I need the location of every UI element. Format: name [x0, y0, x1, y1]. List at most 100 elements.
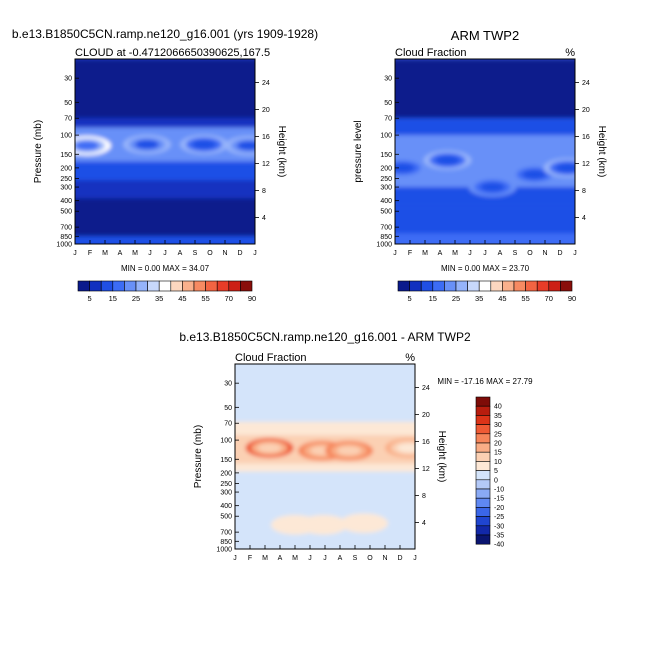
panel-subtitle-right: % — [405, 352, 415, 364]
panel-1: b.e13.B1850C5CN.ramp.ne120_g16.001 (yrs … — [12, 27, 318, 303]
contour-core — [337, 446, 361, 456]
height-tick-label: 16 — [582, 134, 590, 141]
contour-band — [235, 421, 415, 436]
colorbar-label: -40 — [494, 542, 504, 549]
contour-band — [75, 118, 255, 128]
colorbar-swatch — [112, 280, 125, 292]
colorbar-swatch — [170, 280, 183, 292]
colorbar-swatch — [475, 461, 491, 471]
panel-subtitle-left: Cloud Fraction — [395, 47, 467, 59]
contour-field — [75, 59, 255, 244]
contour-core — [311, 520, 336, 530]
contour-field — [235, 364, 415, 549]
panel-title: ARM TWP2 — [451, 28, 519, 43]
contour-bands — [75, 59, 255, 244]
contour-core — [237, 141, 255, 151]
x-tick-label: S — [193, 250, 198, 257]
colorbar-label: -10 — [494, 487, 504, 494]
x-tick-label: S — [513, 250, 518, 257]
colorbar-swatch — [490, 280, 503, 292]
contour-band — [75, 161, 255, 181]
contour-band — [395, 187, 575, 207]
y-tick-label: 200 — [220, 470, 232, 477]
contour-core — [395, 163, 415, 173]
x-tick-label: D — [557, 250, 562, 257]
colorbar-swatch — [475, 405, 491, 416]
x-tick-label: A — [338, 555, 343, 562]
y-tick-label: 300 — [380, 185, 392, 192]
y-tick-label: 70 — [384, 116, 392, 123]
colorbar-swatch — [193, 280, 206, 292]
x-tick-label: M — [102, 250, 108, 257]
x-tick-label: J — [163, 250, 167, 257]
contour-bands — [395, 59, 575, 244]
colorbar-label: 15 — [494, 450, 502, 457]
contour-core — [400, 493, 415, 503]
x-tick-label: M — [422, 250, 428, 257]
contour-band — [75, 180, 255, 199]
colorbar-label: 40 — [494, 404, 502, 411]
height-tick-label: 16 — [422, 439, 430, 446]
colorbar-label: 55 — [201, 294, 209, 303]
contour-core — [257, 443, 282, 453]
y-tick-label: 70 — [64, 116, 72, 123]
colorbar-swatch — [100, 280, 114, 292]
x-tick-label: A — [178, 250, 183, 257]
x-tick-label: A — [118, 250, 123, 257]
x-tick-label: J — [483, 250, 487, 257]
y-tick-label: 50 — [64, 100, 72, 107]
x-tick-label: J — [573, 250, 577, 257]
y-tick-label: 150 — [60, 152, 72, 159]
height-tick-label: 4 — [422, 520, 426, 527]
contour-band — [395, 59, 575, 119]
height-tick-label: 12 — [582, 161, 590, 168]
colorbar-swatch — [548, 280, 561, 292]
colorbar-swatch — [182, 280, 195, 292]
min-max-label: MIN = -17.16 MAX = 27.79 — [437, 377, 533, 386]
x-tick-label: O — [207, 250, 213, 257]
colorbar-label: 25 — [494, 431, 502, 438]
colorbar-label: 25 — [452, 294, 460, 303]
colorbar-label: -30 — [494, 523, 504, 530]
colorbar-label: 10 — [494, 459, 502, 466]
min-max-label: MIN = 0.00 MAX = 23.70 — [441, 264, 530, 273]
y-tick-label: 1000 — [216, 547, 232, 554]
colorbar-label: 35 — [155, 294, 163, 303]
panel-subtitle-left: CLOUD at -0.4712066650390625,167.5 — [75, 47, 270, 59]
colorbar-label: 15 — [109, 294, 117, 303]
height-tick-label: 24 — [262, 80, 270, 87]
contour-band — [75, 198, 255, 237]
height-axis-label: Height (km) — [436, 431, 447, 483]
height-tick-label: 20 — [262, 107, 270, 114]
colorbar-swatch — [135, 280, 148, 292]
colorbar-swatch — [475, 442, 491, 453]
y-tick-label: 30 — [64, 76, 72, 83]
colorbar: 5 15 25 35 45 55 70 90 — [397, 280, 576, 303]
contour-core — [522, 169, 547, 180]
colorbar-swatch — [147, 280, 160, 292]
contour-band — [235, 463, 415, 472]
colorbar-swatch — [475, 516, 491, 527]
contour-band — [395, 233, 575, 244]
x-tick-label: F — [88, 250, 92, 257]
y-tick-label: 500 — [60, 209, 72, 216]
height-tick-label: 12 — [262, 161, 270, 168]
x-tick-label: F — [248, 555, 252, 562]
contour-core — [555, 163, 575, 173]
panel-subtitle-right: % — [565, 47, 575, 59]
x-tick-label: M — [132, 250, 138, 257]
y-axis-label: pressure level — [353, 120, 364, 182]
y-tick-label: 100 — [60, 133, 72, 140]
panel-title: b.e13.B1850C5CN.ramp.ne120_g16.001 - ARM… — [179, 330, 471, 344]
height-tick-label: 20 — [582, 107, 590, 114]
y-tick-label: 700 — [220, 530, 232, 537]
contour-core — [397, 443, 415, 453]
y-tick-label: 400 — [60, 198, 72, 205]
colorbar-swatch — [444, 280, 457, 292]
colorbar-label: -35 — [494, 533, 504, 540]
colorbar-swatch — [228, 280, 241, 292]
colorbar-label: 70 — [545, 294, 553, 303]
y-tick-label: 150 — [220, 457, 232, 464]
y-axis-label: Pressure (mb) — [33, 120, 44, 183]
